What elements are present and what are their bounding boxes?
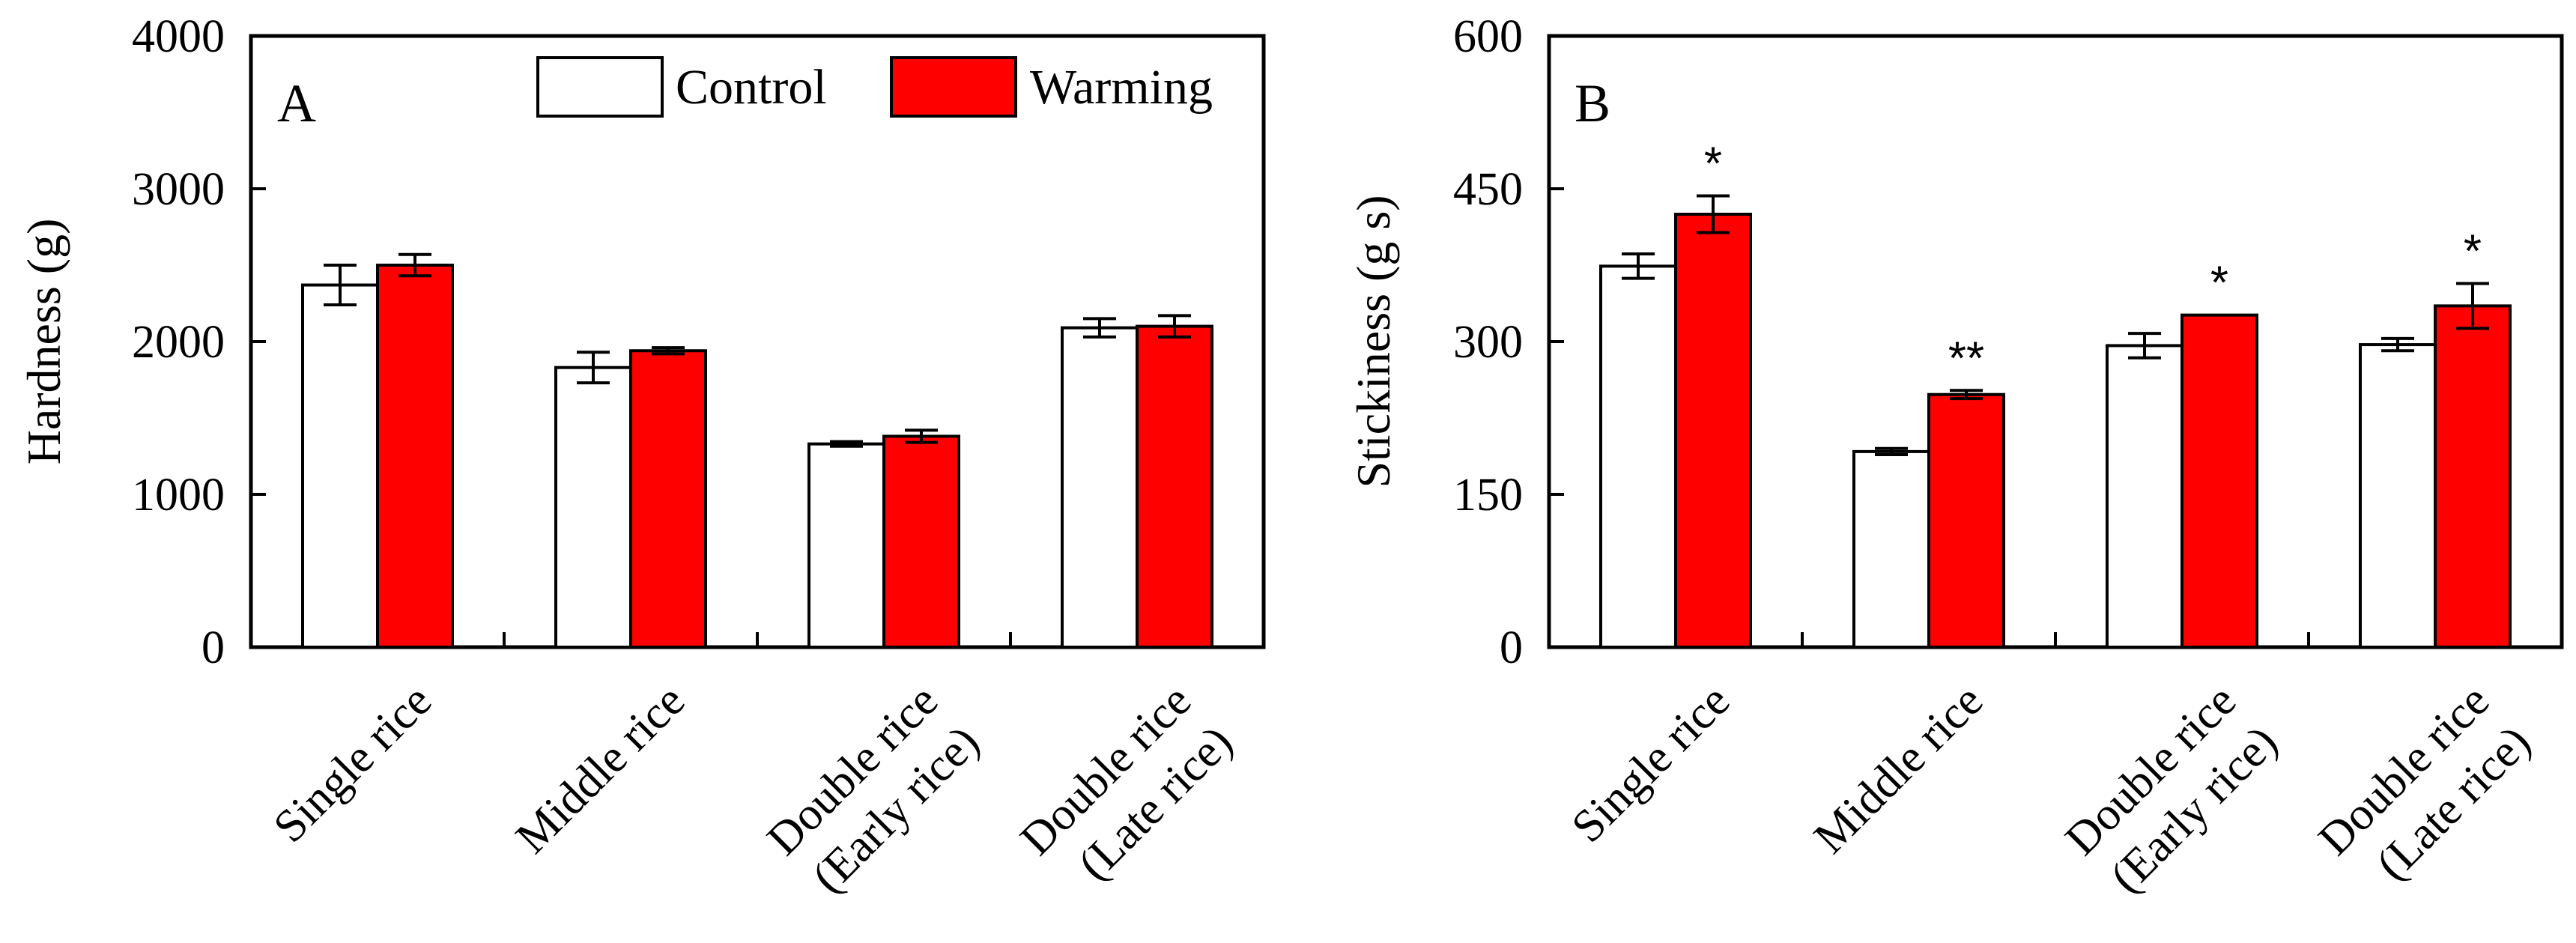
x-category-label: Double rice(Early rice) <box>2055 675 2287 903</box>
legend-control-swatch <box>536 56 664 118</box>
control-bar <box>1599 264 1677 649</box>
warming-bar <box>882 434 960 649</box>
warming-bar <box>629 349 707 649</box>
control-bar <box>301 283 379 649</box>
legend-warming-label: Warming <box>1030 60 1213 115</box>
panel-a-label: A <box>277 73 316 133</box>
warming-bar <box>1674 213 1752 649</box>
x-category-label: Double rice(Early rice) <box>757 675 989 903</box>
y-tick-label: 4000 <box>132 11 225 62</box>
panel-b-y-axis: 0 150 300 450 600 <box>1453 11 1564 673</box>
panel-a-x-axis: Single rice Middle rice Double rice(Early … <box>264 632 1242 903</box>
x-category-label-line: Single rice <box>264 675 441 852</box>
panel-a-bars <box>301 264 1213 649</box>
y-tick-label: 1000 <box>132 470 225 521</box>
x-category-label: Single rice <box>1562 675 1739 852</box>
x-category-label: Middle rice <box>1804 675 1992 863</box>
control-bar <box>1852 449 1930 649</box>
panel-b-label: B <box>1575 73 1610 133</box>
warming-bar <box>376 264 454 649</box>
x-category-label: Double rice(Late rice) <box>1010 675 1242 890</box>
warming-bar <box>2180 313 2258 649</box>
panel-b-y-axis-title: Stickiness (g s) <box>1347 195 1400 488</box>
control-bar <box>807 442 885 649</box>
significance-marker: * <box>1704 139 1722 190</box>
control-bar <box>2106 344 2183 649</box>
y-tick-label: 2000 <box>132 317 225 368</box>
x-category-label-line: Middle rice <box>1804 675 1992 863</box>
control-bar <box>2359 343 2437 649</box>
significance-marker: * <box>2464 225 2482 277</box>
x-category-label: Middle rice <box>506 675 694 863</box>
panel-b-x-axis: Single rice Middle rice Double rice(Early … <box>1562 632 2540 903</box>
y-tick-label: 300 <box>1453 317 1523 368</box>
panel-a-y-axis-title: Hardness (g) <box>17 219 70 465</box>
significance-marker: ** <box>1948 333 1984 384</box>
x-category-label-line: Middle rice <box>506 675 694 863</box>
warming-bar <box>1136 324 1213 649</box>
warming-bar <box>2434 304 2512 649</box>
panel-a-y-axis: 0 1000 2000 3000 4000 <box>132 11 266 673</box>
x-category-label: Single rice <box>264 675 441 852</box>
control-bar <box>554 366 632 649</box>
panel-a-hardness: 0 1000 2000 3000 4000 Single rice Middle rice… <box>17 11 1266 903</box>
control-bar <box>1061 326 1139 649</box>
warming-bar <box>1927 392 2005 649</box>
panel-b-significance: ***** <box>1704 139 2482 385</box>
y-tick-label: 3000 <box>132 164 225 215</box>
legend: Control Warming <box>536 56 1213 118</box>
y-tick-label: 0 <box>201 622 225 673</box>
x-category-label: Double rice(Late rice) <box>2309 675 2540 890</box>
significance-marker: * <box>2210 258 2228 309</box>
panel-a-error-bars <box>324 252 1191 448</box>
panel-b-error-bars <box>1622 194 2489 456</box>
y-tick-label: 0 <box>1500 622 1523 673</box>
panel-b-bars <box>1599 213 2512 649</box>
y-tick-label: 450 <box>1453 164 1523 215</box>
legend-warming-swatch <box>890 56 1017 118</box>
y-tick-label: 600 <box>1453 11 1523 62</box>
legend-control-label: Control <box>676 60 827 115</box>
y-tick-label: 150 <box>1453 470 1523 521</box>
x-category-label-line: Single rice <box>1562 675 1739 852</box>
